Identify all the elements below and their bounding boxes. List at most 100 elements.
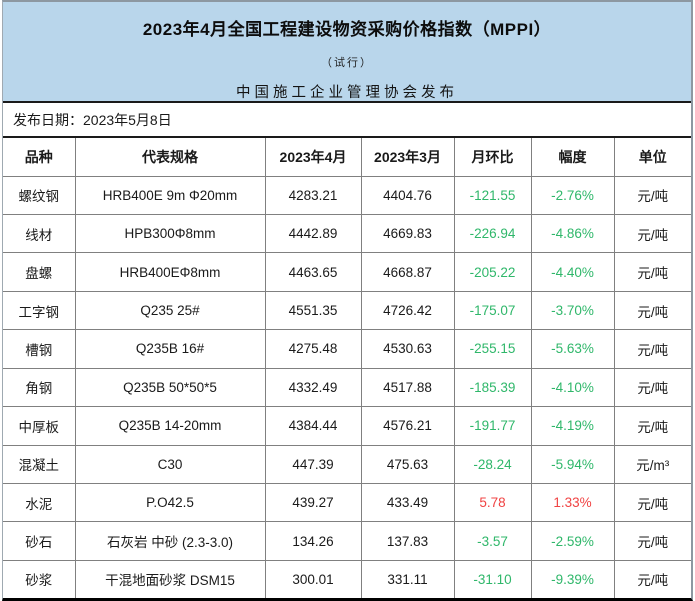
cell-product-name: 盘螺: [3, 252, 76, 292]
trial-label: （试行）: [321, 56, 373, 69]
table-row: 水泥 P.O42.5 439.27 433.49 5.78 1.33% 元/吨: [3, 482, 691, 523]
cell-price-march: 137.83: [360, 521, 455, 561]
title-banner: 2023年4月全国工程建设物资采购价格指数（MPPI） （试行） 中国施工企业管…: [3, 2, 691, 103]
cell-spec: Q235B 14-20mm: [74, 406, 266, 446]
table-row: 混凝土 C30 447.39 475.63 -28.24 -5.94% 元/m³: [3, 444, 691, 485]
cell-spec: HPB300Φ8mm: [74, 213, 266, 254]
cell-unit: 元/吨: [613, 406, 691, 446]
cell-product-name: 砂浆: [3, 559, 76, 598]
cell-pct-change: -3.70%: [530, 290, 615, 331]
cell-pct-change: -4.40%: [530, 252, 615, 292]
cell-price-april: 4442.89: [264, 213, 362, 254]
cell-mom-change: -31.10: [453, 559, 532, 598]
cell-unit: 元/吨: [613, 521, 691, 561]
cell-price-april: 4463.65: [264, 252, 362, 292]
cell-mom-change: -175.07: [453, 290, 532, 331]
cell-spec: Q235 25#: [74, 290, 266, 331]
cell-pct-change: -4.10%: [530, 367, 615, 408]
cell-pct-change: -5.63%: [530, 329, 615, 369]
cell-mom-change: -205.22: [453, 252, 532, 292]
cell-product-name: 砂石: [3, 521, 76, 561]
cell-product-name: 工字钢: [3, 290, 76, 331]
cell-price-march: 4530.63: [360, 329, 455, 369]
cell-spec: HRB400E 9m Φ20mm: [74, 175, 266, 215]
cell-price-april: 134.26: [264, 521, 362, 561]
cell-unit: 元/吨: [613, 482, 691, 523]
cell-price-april: 4332.49: [264, 367, 362, 408]
cell-mom-change: -28.24: [453, 444, 532, 485]
cell-product-name: 角钢: [3, 367, 76, 408]
cell-pct-change: 1.33%: [530, 482, 615, 523]
cell-price-april: 4275.48: [264, 329, 362, 369]
col-header-mom: 月环比: [453, 138, 532, 177]
table-row: 盘螺 HRB400EΦ8mm 4463.65 4668.87 -205.22 -4.40%…: [3, 252, 691, 292]
price-index-table: 品种 代表规格 2023年4月 2023年3月 月环比 幅度 单位 螺纹钢 HRB…: [3, 138, 691, 598]
cell-spec: P.O42.5: [74, 482, 266, 523]
cell-price-march: 4404.76: [360, 175, 455, 215]
cell-unit: 元/吨: [613, 213, 691, 254]
table-row: 砂浆 干混地面砂浆 DSM15 300.01 331.11 -31.10 -9.39% 元/…: [3, 559, 691, 598]
cell-pct-change: -4.86%: [530, 213, 615, 254]
table-row: 线材 HPB300Φ8mm 4442.89 4669.83 -226.94 -4.86% 元…: [3, 213, 691, 254]
cell-price-april: 439.27: [264, 482, 362, 523]
cell-price-march: 331.11: [360, 559, 455, 598]
release-date-row: 发布日期： 2023年5月8日: [3, 103, 691, 138]
cell-mom-change: -191.77: [453, 406, 532, 446]
col-header-spec: 代表规格: [74, 138, 266, 177]
page-title: 2023年4月全国工程建设物资采购价格指数（MPPI）: [142, 20, 552, 39]
col-header-march: 2023年3月: [360, 138, 455, 177]
cell-mom-change: -121.55: [453, 175, 532, 215]
cell-price-march: 4668.87: [360, 252, 455, 292]
cell-product-name: 中厚板: [3, 406, 76, 446]
cell-product-name: 水泥: [3, 482, 76, 523]
publisher-line: 中国施工企业管理协会发布: [236, 85, 458, 101]
cell-spec: Q235B 50*50*5: [74, 367, 266, 408]
cell-spec: C30: [74, 444, 266, 485]
col-header-product: 品种: [3, 138, 76, 177]
cell-product-name: 混凝土: [3, 444, 76, 485]
cell-price-march: 433.49: [360, 482, 455, 523]
cell-product-name: 螺纹钢: [3, 175, 76, 215]
cell-unit: 元/吨: [613, 290, 691, 331]
table-row: 槽钢 Q235B 16# 4275.48 4530.63 -255.15 -5.63% 元/…: [3, 329, 691, 369]
cell-pct-change: -2.59%: [530, 521, 615, 561]
cell-spec: Q235B 16#: [74, 329, 266, 369]
cell-price-april: 300.01: [264, 559, 362, 598]
cell-price-march: 4669.83: [360, 213, 455, 254]
cell-pct-change: -9.39%: [530, 559, 615, 598]
cell-product-name: 线材: [3, 213, 76, 254]
table-row: 角钢 Q235B 50*50*5 4332.49 4517.88 -185.39 -4.1…: [3, 367, 691, 408]
table-body: 螺纹钢 HRB400E 9m Φ20mm 4283.21 4404.76 -121.55…: [3, 175, 691, 598]
cell-unit: 元/m³: [613, 444, 691, 485]
col-header-april: 2023年4月: [264, 138, 362, 177]
cell-price-march: 4576.21: [360, 406, 455, 446]
table-header-row: 品种 代表规格 2023年4月 2023年3月 月环比 幅度 单位: [3, 138, 691, 177]
cell-price-april: 447.39: [264, 444, 362, 485]
cell-mom-change: -3.57: [453, 521, 532, 561]
table-row: 工字钢 Q235 25# 4551.35 4726.42 -175.07 -3.70% 元/…: [3, 290, 691, 331]
col-header-unit: 单位: [613, 138, 691, 177]
table-row: 中厚板 Q235B 14-20mm 4384.44 4576.21 -191.77 -4.…: [3, 406, 691, 446]
cell-price-april: 4551.35: [264, 290, 362, 331]
cell-product-name: 槽钢: [3, 329, 76, 369]
cell-mom-change: -185.39: [453, 367, 532, 408]
cell-mom-change: -226.94: [453, 213, 532, 254]
table-row: 砂石 石灰岩 中砂 (2.3-3.0) 134.26 137.83 -3.57 -2.59…: [3, 521, 691, 561]
col-header-pct: 幅度: [530, 138, 615, 177]
cell-mom-change: -255.15: [453, 329, 532, 369]
cell-pct-change: -5.94%: [530, 444, 615, 485]
cell-unit: 元/吨: [613, 559, 691, 598]
cell-pct-change: -2.76%: [530, 175, 615, 215]
cell-unit: 元/吨: [613, 175, 691, 215]
release-date-value: 2023年5月8日: [83, 111, 172, 128]
cell-spec: 石灰岩 中砂 (2.3-3.0): [74, 521, 266, 561]
cell-price-april: 4384.44: [264, 406, 362, 446]
cell-pct-change: -4.19%: [530, 406, 615, 446]
cell-mom-change: 5.78: [453, 482, 532, 523]
table-row: 螺纹钢 HRB400E 9m Φ20mm 4283.21 4404.76 -121.55…: [3, 175, 691, 215]
cell-price-april: 4283.21: [264, 175, 362, 215]
cell-price-march: 4726.42: [360, 290, 455, 331]
cell-unit: 元/吨: [613, 367, 691, 408]
cell-unit: 元/吨: [613, 329, 691, 369]
